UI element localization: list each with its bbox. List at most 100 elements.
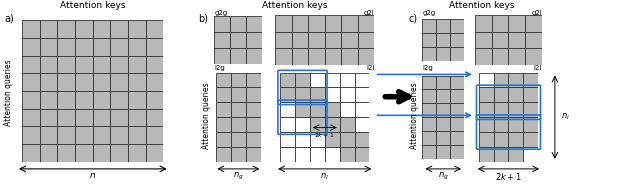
- Bar: [524, 87, 538, 102]
- Bar: [355, 102, 369, 117]
- Bar: [509, 102, 524, 117]
- Bar: [436, 89, 450, 103]
- Bar: [355, 147, 369, 162]
- Bar: [436, 19, 450, 33]
- Bar: [146, 20, 163, 38]
- Bar: [450, 33, 464, 47]
- Bar: [280, 117, 295, 132]
- Bar: [295, 73, 310, 87]
- Bar: [450, 47, 464, 61]
- Text: Attention queries: Attention queries: [4, 60, 13, 126]
- Bar: [422, 47, 436, 61]
- Text: $n_g$: $n_g$: [438, 171, 449, 182]
- Bar: [246, 16, 262, 32]
- Bar: [231, 132, 246, 147]
- Bar: [355, 132, 369, 147]
- Bar: [422, 33, 436, 47]
- Bar: [93, 126, 111, 144]
- Bar: [509, 132, 524, 147]
- Text: l2l: l2l: [534, 65, 542, 71]
- Bar: [75, 56, 93, 73]
- Bar: [280, 87, 295, 102]
- Text: $2k+1$: $2k+1$: [314, 131, 335, 139]
- Bar: [246, 73, 260, 87]
- Bar: [325, 87, 340, 102]
- Bar: [509, 87, 524, 102]
- Bar: [436, 131, 450, 145]
- Bar: [111, 20, 128, 38]
- Bar: [280, 73, 295, 87]
- Bar: [308, 48, 324, 65]
- Bar: [214, 48, 230, 64]
- Bar: [246, 87, 260, 102]
- Bar: [246, 132, 260, 147]
- Bar: [450, 131, 464, 145]
- Text: l2l: l2l: [366, 65, 374, 71]
- Bar: [422, 117, 436, 131]
- Bar: [75, 38, 93, 56]
- Text: Attention queries: Attention queries: [202, 82, 211, 149]
- Bar: [358, 32, 374, 48]
- Bar: [479, 147, 493, 162]
- Bar: [340, 73, 355, 87]
- Bar: [93, 56, 111, 73]
- Bar: [310, 132, 325, 147]
- Text: g2g: g2g: [422, 10, 436, 16]
- Bar: [214, 16, 230, 32]
- Bar: [58, 73, 75, 91]
- Bar: [524, 147, 538, 162]
- Bar: [492, 32, 509, 48]
- Bar: [295, 132, 310, 147]
- Bar: [340, 147, 355, 162]
- Bar: [493, 73, 509, 87]
- Bar: [324, 48, 341, 65]
- Bar: [295, 102, 310, 117]
- Bar: [146, 144, 163, 162]
- Bar: [493, 117, 509, 132]
- Text: $n$: $n$: [89, 171, 97, 180]
- Bar: [216, 117, 231, 132]
- Bar: [525, 32, 542, 48]
- Bar: [310, 117, 325, 132]
- Bar: [422, 19, 436, 33]
- Bar: [340, 132, 355, 147]
- Bar: [308, 15, 324, 32]
- Bar: [40, 91, 58, 109]
- Bar: [22, 126, 40, 144]
- Bar: [295, 117, 310, 132]
- Bar: [58, 20, 75, 38]
- Bar: [340, 87, 355, 102]
- Bar: [22, 144, 40, 162]
- Text: $n_i$: $n_i$: [561, 112, 570, 122]
- Bar: [40, 126, 58, 144]
- Bar: [93, 91, 111, 109]
- Bar: [75, 73, 93, 91]
- Bar: [475, 32, 492, 48]
- Bar: [341, 15, 358, 32]
- Bar: [436, 47, 450, 61]
- Text: g2l: g2l: [364, 10, 374, 16]
- Bar: [324, 32, 341, 48]
- Bar: [493, 87, 509, 102]
- Bar: [524, 102, 538, 117]
- Bar: [341, 32, 358, 48]
- Bar: [75, 109, 93, 126]
- Bar: [93, 109, 111, 126]
- Text: Attention keys: Attention keys: [262, 1, 327, 10]
- Bar: [280, 147, 295, 162]
- Text: Attention queries: Attention queries: [410, 82, 419, 149]
- Bar: [275, 48, 292, 65]
- Bar: [292, 32, 308, 48]
- Bar: [231, 73, 246, 87]
- Bar: [310, 73, 325, 87]
- Bar: [93, 38, 111, 56]
- Bar: [509, 73, 524, 87]
- Bar: [524, 73, 538, 87]
- Bar: [40, 56, 58, 73]
- Bar: [111, 73, 128, 91]
- Bar: [422, 145, 436, 159]
- Bar: [436, 145, 450, 159]
- Bar: [436, 103, 450, 117]
- Bar: [40, 38, 58, 56]
- Bar: [128, 38, 146, 56]
